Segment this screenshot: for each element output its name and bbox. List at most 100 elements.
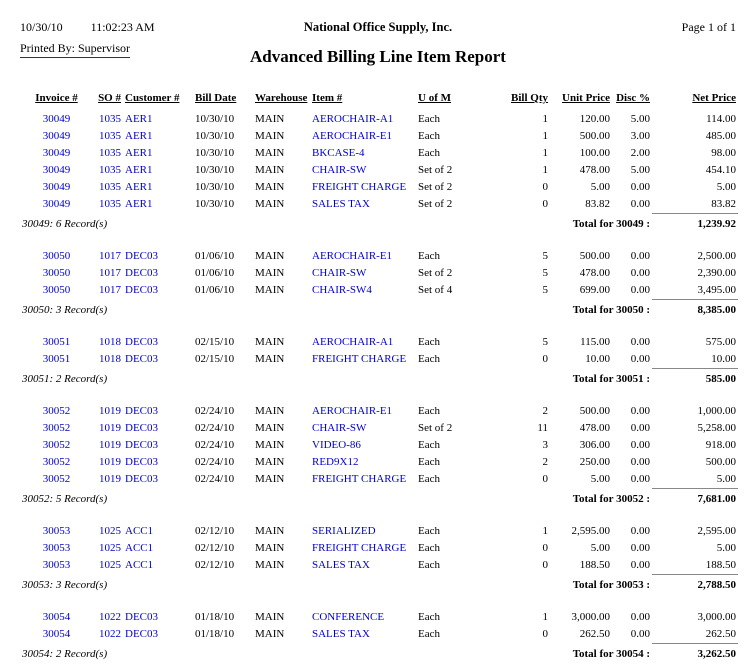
cell-item: SALES TAX xyxy=(310,196,416,214)
cell-disc: 0.00 xyxy=(612,600,652,626)
cell-bill_date: 10/30/10 xyxy=(193,196,250,214)
cell-invoice: 30052 xyxy=(20,454,93,471)
group-record-count: 30054: 2 Record(s) xyxy=(20,644,193,669)
cell-unit_price: 115.00 xyxy=(550,325,612,351)
cell-bill_date: 02/24/10 xyxy=(193,394,250,420)
cell-qty: 1 xyxy=(470,111,550,128)
cell-customer: DEC03 xyxy=(123,394,193,420)
cell-disc: 0.00 xyxy=(612,239,652,265)
cell-customer: ACC1 xyxy=(123,540,193,557)
cell-qty: 1 xyxy=(470,128,550,145)
report-table: Invoice # SO # Customer # Bill Date Ware… xyxy=(20,90,738,669)
cell-warehouse: MAIN xyxy=(250,145,310,162)
cell-qty: 1 xyxy=(470,514,550,540)
cell-bill_date: 01/18/10 xyxy=(193,626,250,644)
cell-customer: DEC03 xyxy=(123,454,193,471)
report-time: 11:02:23 AM xyxy=(91,20,155,35)
cell-warehouse: MAIN xyxy=(250,128,310,145)
cell-warehouse: MAIN xyxy=(250,162,310,179)
cell-item: CONFERENCE xyxy=(310,600,416,626)
cell-uom: Each xyxy=(416,626,470,644)
cell-unit_price: 478.00 xyxy=(550,162,612,179)
cell-qty: 3 xyxy=(470,437,550,454)
cell-unit_price: 306.00 xyxy=(550,437,612,454)
cell-uom: Each xyxy=(416,128,470,145)
group-record-count: 30050: 3 Record(s) xyxy=(20,300,193,326)
group-total-label: Total for 30052 : xyxy=(193,489,652,515)
cell-warehouse: MAIN xyxy=(250,437,310,454)
report-date: 10/30/10 xyxy=(20,20,63,35)
cell-customer: AER1 xyxy=(123,128,193,145)
cell-uom: Set of 2 xyxy=(416,162,470,179)
cell-qty: 5 xyxy=(470,325,550,351)
cell-item: CHAIR-SW xyxy=(310,420,416,437)
cell-bill_date: 02/12/10 xyxy=(193,540,250,557)
company-name: National Office Supply, Inc. xyxy=(255,20,501,35)
cell-uom: Each xyxy=(416,145,470,162)
cell-qty: 0 xyxy=(470,626,550,644)
group-record-count: 30052: 5 Record(s) xyxy=(20,489,193,515)
cell-qty: 2 xyxy=(470,394,550,420)
cell-item: SALES TAX xyxy=(310,626,416,644)
cell-disc: 0.00 xyxy=(612,626,652,644)
cell-net_price: 2,595.00 xyxy=(652,514,738,540)
cell-qty: 0 xyxy=(470,179,550,196)
cell-uom: Each xyxy=(416,454,470,471)
cell-net_price: 500.00 xyxy=(652,454,738,471)
cell-customer: DEC03 xyxy=(123,420,193,437)
cell-qty: 0 xyxy=(470,196,550,214)
cell-unit_price: 5.00 xyxy=(550,540,612,557)
cell-so: 1019 xyxy=(93,454,123,471)
cell-customer: DEC03 xyxy=(123,351,193,369)
cell-item: AEROCHAIR-E1 xyxy=(310,128,416,145)
cell-so: 1019 xyxy=(93,394,123,420)
cell-net_price: 3,495.00 xyxy=(652,282,738,300)
cell-qty: 5 xyxy=(470,265,550,282)
cell-net_price: 575.00 xyxy=(652,325,738,351)
column-header-warehouse: Warehouse xyxy=(250,90,310,111)
group-total-label: Total for 30049 : xyxy=(193,214,652,240)
cell-item: AEROCHAIR-E1 xyxy=(310,239,416,265)
cell-uom: Each xyxy=(416,471,470,489)
cell-disc: 0.00 xyxy=(612,471,652,489)
column-header-so: SO # xyxy=(93,90,123,111)
cell-net_price: 188.50 xyxy=(652,557,738,575)
column-header-bill-date: Bill Date xyxy=(193,90,250,111)
cell-customer: AER1 xyxy=(123,162,193,179)
cell-unit_price: 500.00 xyxy=(550,128,612,145)
cell-item: AEROCHAIR-A1 xyxy=(310,325,416,351)
cell-item: FREIGHT CHARGE xyxy=(310,471,416,489)
cell-uom: Each xyxy=(416,540,470,557)
cell-so: 1025 xyxy=(93,514,123,540)
cell-invoice: 30053 xyxy=(20,514,93,540)
report-header: 10/30/10 11:02:23 AM National Office Sup… xyxy=(0,0,754,76)
cell-qty: 0 xyxy=(470,557,550,575)
cell-disc: 5.00 xyxy=(612,162,652,179)
cell-net_price: 3,000.00 xyxy=(652,600,738,626)
cell-disc: 0.00 xyxy=(612,557,652,575)
cell-uom: Each xyxy=(416,111,470,128)
cell-invoice: 30054 xyxy=(20,600,93,626)
cell-invoice: 30049 xyxy=(20,162,93,179)
cell-customer: DEC03 xyxy=(123,282,193,300)
cell-bill_date: 02/24/10 xyxy=(193,471,250,489)
cell-disc: 0.00 xyxy=(612,540,652,557)
cell-net_price: 5.00 xyxy=(652,540,738,557)
cell-customer: DEC03 xyxy=(123,437,193,454)
cell-unit_price: 478.00 xyxy=(550,265,612,282)
page-number: Page 1 of 1 xyxy=(501,20,736,35)
cell-uom: Set of 4 xyxy=(416,282,470,300)
cell-qty: 5 xyxy=(470,282,550,300)
cell-net_price: 10.00 xyxy=(652,351,738,369)
cell-net_price: 5.00 xyxy=(652,179,738,196)
cell-invoice: 30049 xyxy=(20,111,93,128)
cell-warehouse: MAIN xyxy=(250,265,310,282)
cell-net_price: 262.50 xyxy=(652,626,738,644)
